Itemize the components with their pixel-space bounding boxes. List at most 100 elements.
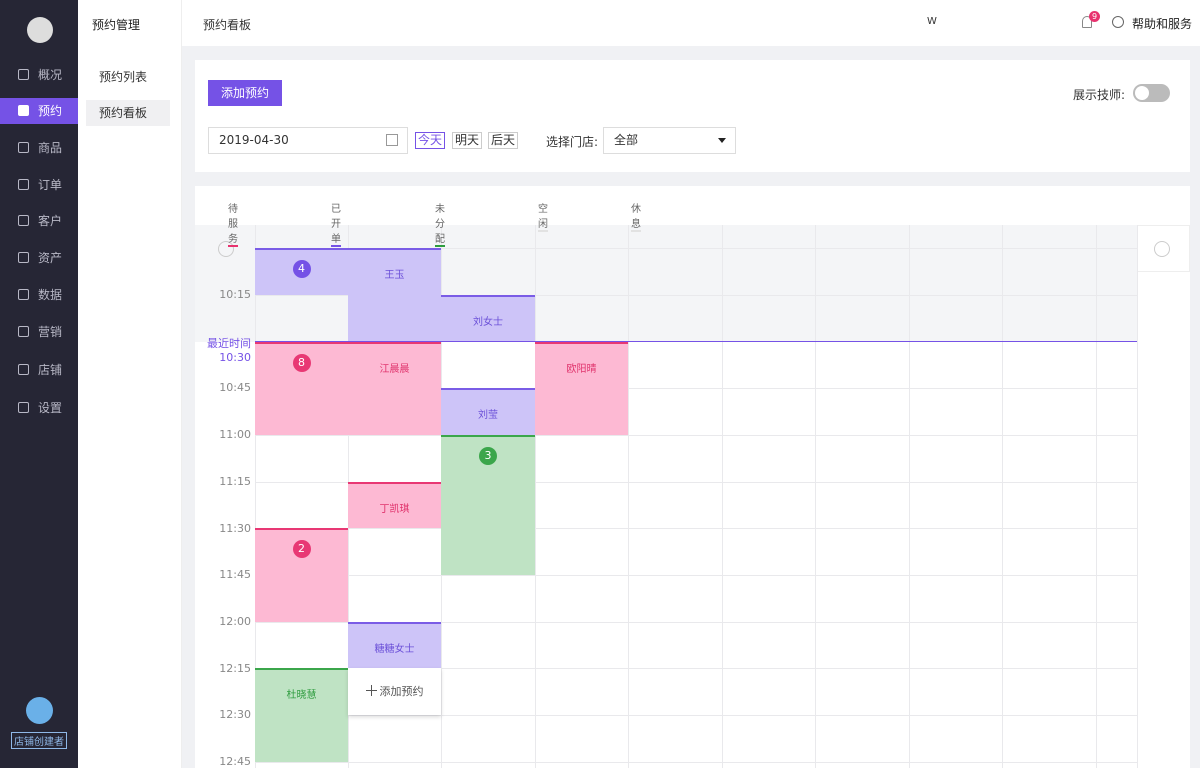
count-badge: 4: [292, 260, 311, 278]
menu-label[interactable]: 商品: [38, 141, 63, 155]
menu-icon: [18, 142, 29, 153]
legend-item: 休息: [631, 204, 641, 232]
menu-label[interactable]: 设置: [38, 401, 63, 415]
row-line: [255, 388, 1137, 389]
plus-icon: [366, 685, 377, 696]
bell-icon[interactable]: [1082, 16, 1092, 28]
menu-item[interactable]: 概况: [0, 62, 78, 88]
row-line: [255, 715, 1137, 716]
add-button[interactable]: 添加预约: [208, 80, 282, 106]
submenu-item[interactable]: 预约看板: [86, 100, 170, 126]
legend-swatch: [631, 230, 641, 232]
appointment[interactable]: 江晨晨: [348, 342, 441, 435]
menu-label[interactable]: 订单: [38, 178, 63, 192]
menu-icon: [18, 402, 29, 413]
column-line: [722, 225, 723, 768]
appointment[interactable]: 欧阳晴: [535, 342, 628, 435]
sidebar: 店铺创建者: [0, 0, 78, 768]
menu-icon: [18, 364, 29, 375]
count-badge: 2: [292, 540, 311, 558]
menu-icon: [18, 252, 29, 263]
menu-label[interactable]: 营销: [38, 325, 63, 339]
menu-icon: [18, 179, 29, 190]
help-icon: [1112, 16, 1124, 28]
menu-label[interactable]: 预约: [38, 104, 63, 118]
row-line: [255, 762, 1137, 763]
legend-item: 未分配: [435, 204, 445, 247]
appointment[interactable]: 3: [441, 435, 535, 575]
now-line: [255, 341, 1137, 342]
menu-item[interactable]: 营销: [0, 319, 78, 345]
menu-icon: [18, 215, 29, 226]
calendar-icon[interactable]: [386, 134, 398, 146]
menu-item[interactable]: 店铺: [0, 357, 78, 383]
technician-toggle[interactable]: [1133, 84, 1170, 102]
day-button[interactable]: 后天: [488, 132, 519, 149]
user-role: 店铺创建者: [11, 732, 67, 749]
row-line: [255, 622, 1137, 623]
prev-arrow[interactable]: [218, 241, 234, 257]
menu-icon: [18, 289, 29, 300]
legend-item: 待服务: [228, 204, 238, 247]
legend-swatch: [331, 245, 341, 247]
appointment[interactable]: 糖糖女士: [348, 622, 441, 668]
next-arrow[interactable]: [1154, 241, 1170, 257]
menu-label[interactable]: 客户: [38, 214, 63, 228]
time-label: 12:45: [219, 755, 251, 768]
logo: [27, 17, 53, 43]
column-line: [535, 225, 536, 768]
menu-item[interactable]: 资产: [0, 245, 78, 271]
menu-item[interactable]: 客户: [0, 208, 78, 234]
appointment[interactable]: 2: [255, 528, 348, 622]
appointment[interactable]: 8: [255, 342, 348, 435]
dropdown-arrow: [718, 138, 726, 143]
column-line: [255, 225, 256, 768]
user-name[interactable]: W: [927, 16, 937, 27]
menu-icon: [18, 326, 29, 337]
user-avatar[interactable]: [26, 697, 53, 724]
menu-label[interactable]: 资产: [38, 251, 63, 265]
menu-label[interactable]: 概况: [38, 68, 63, 82]
submenu-title: 预约管理: [92, 18, 141, 32]
submenu-item[interactable]: 预约列表: [99, 70, 148, 84]
time-label: 12:15: [219, 662, 251, 675]
notification-badge: 9: [1089, 11, 1100, 22]
row-line: [255, 435, 1137, 436]
appointment[interactable]: 刘女士: [441, 295, 535, 342]
appointment[interactable]: 丁凯琪: [348, 482, 441, 528]
time-label: 10:30: [219, 351, 251, 364]
day-button[interactable]: 今天: [415, 132, 446, 149]
appointment[interactable]: 刘莹: [441, 388, 535, 435]
menu-item[interactable]: 预约: [0, 98, 78, 124]
add-appointment-slot[interactable]: 添加预约: [348, 668, 441, 715]
menu-item[interactable]: 商品: [0, 135, 78, 161]
store-select[interactable]: 全部: [603, 127, 736, 154]
technician-label: 展示技师:: [1073, 88, 1126, 102]
column-line: [815, 225, 816, 768]
menu-item[interactable]: 设置: [0, 395, 78, 421]
menu-label[interactable]: 店铺: [38, 363, 63, 377]
day-button[interactable]: 明天: [452, 132, 483, 149]
row-line: [255, 295, 1137, 296]
time-label: 10:45: [219, 381, 251, 394]
count-badge: 8: [292, 354, 311, 372]
appointment[interactable]: 杜晓慧: [255, 668, 348, 762]
menu-item[interactable]: 数据: [0, 282, 78, 308]
row-line: [255, 482, 1137, 483]
date-input[interactable]: 2019-04-30: [208, 127, 408, 154]
submenu: 预约管理 预约列表 预约看板: [78, 0, 182, 768]
menu-item[interactable]: 订单: [0, 172, 78, 198]
row-line: [255, 248, 1137, 249]
menu-icon: [18, 105, 29, 116]
help-link[interactable]: 帮助和服务: [1132, 17, 1193, 31]
legend-swatch: [538, 230, 548, 232]
time-label: 10:15: [219, 288, 251, 301]
row-line: [255, 528, 1137, 529]
time-label: 11:15: [219, 475, 251, 488]
add-appointment-text[interactable]: 添加预约: [379, 685, 424, 698]
row-line: [255, 668, 1137, 669]
column-line: [1002, 225, 1003, 768]
menu-label[interactable]: 数据: [38, 288, 63, 302]
appointment[interactable]: 4: [255, 248, 348, 295]
appointment[interactable]: 王玉: [348, 248, 441, 342]
